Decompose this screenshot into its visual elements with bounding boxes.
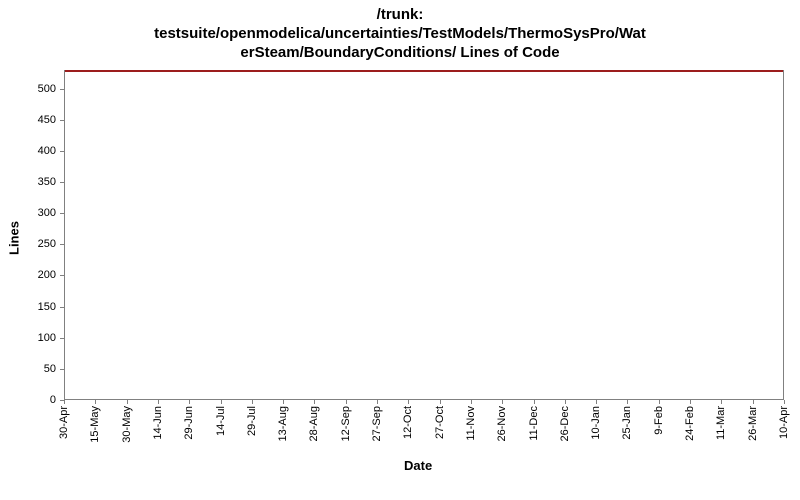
x-tick-mark [377,400,378,404]
x-tick-label: 12-Oct [402,406,414,439]
y-axis-label: Lines [7,221,22,255]
y-tick-mark [60,369,64,370]
y-tick-label: 350 [26,176,56,188]
title-line-1: /trunk: [377,6,424,23]
x-tick-label: 15-May [89,406,101,443]
x-tick-mark [721,400,722,404]
x-tick-mark [346,400,347,404]
x-tick-label: 28-Aug [308,406,320,441]
series-line [65,70,783,72]
x-tick-label: 14-Jul [215,406,227,436]
x-tick-mark [158,400,159,404]
y-tick-label: 300 [26,207,56,219]
x-tick-label: 13-Aug [277,406,289,441]
chart-container: /trunk: testsuite/openmodelica/uncertain… [0,0,800,500]
x-tick-label: 11-Nov [465,406,477,441]
y-tick-mark [60,89,64,90]
x-tick-mark [534,400,535,404]
x-tick-mark [314,400,315,404]
x-tick-label: 9-Feb [653,406,665,435]
x-tick-label: 27-Sep [371,406,383,441]
x-tick-label: 12-Sep [340,406,352,441]
title-line-3: erSteam/BoundaryConditions/ Lines of Cod… [240,44,559,61]
chart-title: /trunk: testsuite/openmodelica/uncertain… [0,0,800,62]
x-tick-mark [408,400,409,404]
y-tick-mark [60,244,64,245]
y-tick-mark [60,120,64,121]
y-tick-label: 150 [26,301,56,313]
y-tick-label: 500 [26,83,56,95]
x-tick-label: 30-May [121,406,133,443]
x-tick-label: 14-Jun [152,406,164,440]
x-tick-mark [252,400,253,404]
plot-area [64,70,784,400]
x-tick-mark [784,400,785,404]
x-tick-label: 26-Nov [496,406,508,441]
y-tick-label: 50 [26,363,56,375]
x-tick-mark [753,400,754,404]
x-tick-mark [221,400,222,404]
title-line-2: testsuite/openmodelica/uncertainties/Tes… [154,25,646,42]
x-tick-mark [502,400,503,404]
y-tick-mark [60,275,64,276]
y-tick-mark [60,307,64,308]
x-tick-label: 10-Jan [590,406,602,440]
x-tick-label: 11-Mar [715,406,727,440]
x-tick-label: 26-Dec [559,406,571,441]
x-tick-mark [565,400,566,404]
y-tick-mark [60,338,64,339]
x-tick-mark [659,400,660,404]
x-tick-mark [627,400,628,404]
x-tick-mark [283,400,284,404]
x-tick-label: 11-Dec [528,406,540,441]
y-tick-label: 200 [26,269,56,281]
x-tick-label: 27-Oct [434,406,446,439]
y-tick-label: 0 [26,394,56,406]
y-tick-label: 450 [26,114,56,126]
y-tick-label: 250 [26,238,56,250]
x-tick-label: 25-Jan [621,406,633,440]
x-tick-mark [189,400,190,404]
x-tick-mark [690,400,691,404]
x-tick-mark [127,400,128,404]
x-tick-mark [95,400,96,404]
x-tick-label: 29-Jun [183,406,195,440]
x-tick-label: 29-Jul [246,406,258,436]
x-tick-mark [471,400,472,404]
y-tick-mark [60,182,64,183]
y-tick-label: 400 [26,145,56,157]
y-tick-mark [60,151,64,152]
x-axis-label: Date [404,458,432,473]
y-tick-label: 100 [26,332,56,344]
x-tick-label: 10-Apr [778,406,790,439]
x-tick-label: 30-Apr [58,406,70,439]
x-tick-mark [440,400,441,404]
x-tick-label: 24-Feb [684,406,696,441]
x-tick-mark [596,400,597,404]
y-tick-mark [60,213,64,214]
x-tick-label: 26-Mar [747,406,759,441]
x-tick-mark [64,400,65,404]
